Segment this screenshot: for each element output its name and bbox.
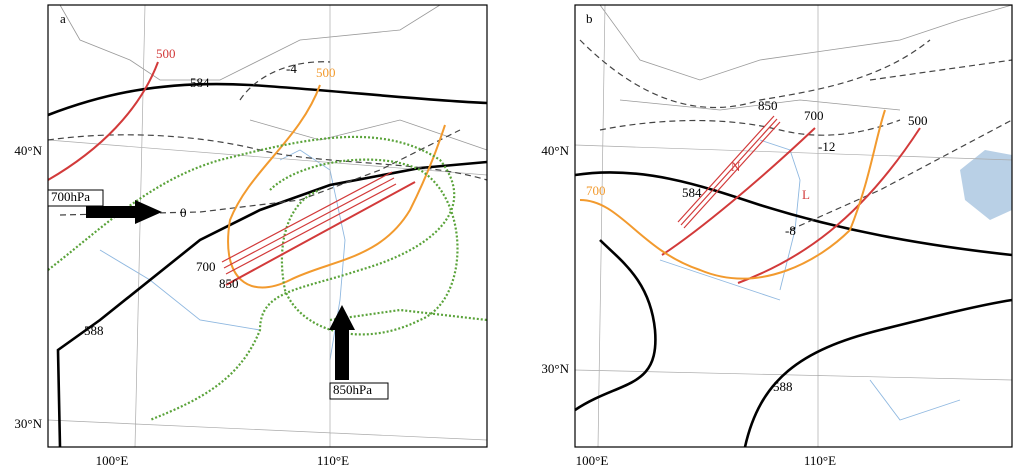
sea (960, 150, 1012, 220)
lat-label: 30°N (541, 361, 569, 376)
contour-label: -8 (785, 223, 796, 238)
contour (48, 84, 487, 115)
panel-label: a (60, 11, 66, 26)
contour-label: -4 (286, 61, 297, 76)
lat-label: 40°N (541, 143, 569, 158)
jet-axis (678, 116, 780, 228)
annotation: 850hPa (333, 382, 372, 397)
lon-label: 110°E (317, 453, 349, 468)
contour-label: 700 (804, 108, 824, 123)
annotation: N (731, 159, 741, 174)
contour (575, 172, 1012, 255)
contour-label: 500 (156, 46, 176, 61)
river (100, 150, 345, 360)
contour (580, 110, 885, 279)
contour-label: 584 (682, 185, 702, 200)
contour-label: 700 (196, 259, 216, 274)
panel-label: b (586, 11, 593, 26)
contour (58, 162, 487, 447)
lon-label: 100°E (576, 453, 609, 468)
contour-label: 584 (190, 75, 210, 90)
contour-label: -12 (818, 139, 835, 154)
contour (580, 40, 1012, 230)
contour-label: 588 (84, 323, 104, 338)
panel-b: b 850 700 500 -12 584 700 -8 588 N L 40°… (541, 5, 1012, 468)
contour (662, 128, 920, 283)
contour (48, 62, 487, 215)
contour-label: 500 (908, 113, 928, 128)
map-frame (48, 5, 487, 447)
panel-a: a 500 584 -4 500 0 700 850 588 700hPa 85… (14, 5, 487, 468)
graticule (48, 5, 487, 447)
annotation: 700hPa (51, 189, 90, 204)
contour-label: 588 (773, 379, 793, 394)
contour-label: 700 (586, 183, 606, 198)
lon-label: 110°E (804, 453, 836, 468)
lat-label: 30°N (14, 416, 42, 431)
contour-label: 500 (316, 65, 336, 80)
annotation: L (802, 187, 810, 202)
border (600, 5, 1012, 110)
contour-label: 850 (219, 276, 239, 291)
contour-label: 850 (758, 98, 778, 113)
contour (48, 137, 487, 420)
lon-label: 100°E (96, 453, 129, 468)
contour (226, 182, 415, 285)
contour-label: 0 (180, 205, 187, 220)
contour (575, 240, 1012, 447)
border (60, 5, 487, 150)
figure: a 500 584 -4 500 0 700 850 588 700hPa 85… (0, 0, 1017, 473)
lat-label: 40°N (14, 143, 42, 158)
contour (228, 85, 445, 288)
